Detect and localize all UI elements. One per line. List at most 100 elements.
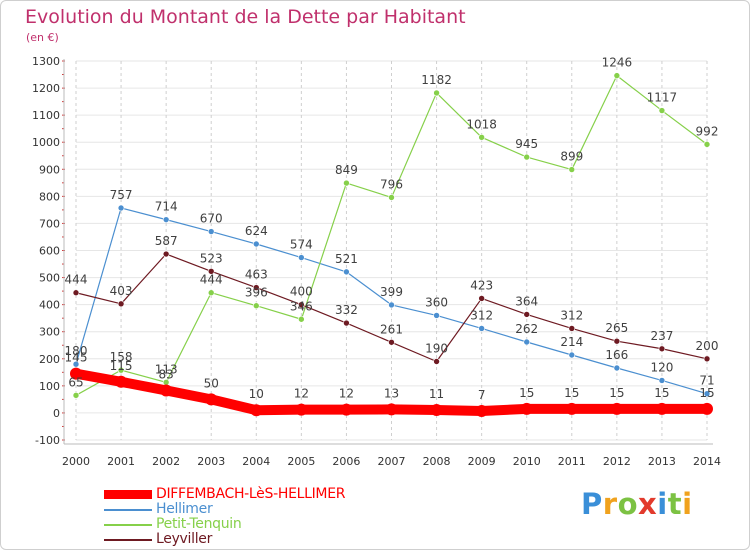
x-tick-label: 2002 (152, 455, 180, 468)
data-point (523, 153, 531, 161)
data-label: 399 (380, 285, 403, 299)
data-point (703, 141, 711, 148)
data-point (298, 301, 305, 308)
data-label: 190 (425, 341, 448, 355)
x-tick-label: 2014 (693, 455, 721, 468)
y-tick-label: 900 (39, 163, 60, 176)
data-point (565, 402, 578, 415)
legend-item: Leyviller (104, 531, 404, 548)
data-label: 624 (245, 224, 268, 238)
data-point (478, 295, 485, 302)
y-tick-label: 1000 (32, 136, 60, 149)
legend-label: Leyviller (156, 531, 213, 547)
data-point (658, 345, 666, 353)
x-tick-label: 2009 (468, 455, 496, 468)
data-point (610, 402, 623, 415)
data-label: 12 (294, 387, 309, 401)
data-point (343, 179, 350, 187)
data-point (252, 240, 260, 248)
data-point (658, 377, 666, 384)
brand-letter: o (617, 487, 639, 521)
data-point (388, 194, 395, 201)
data-label: 1182 (421, 73, 452, 87)
data-label: 945 (515, 137, 538, 151)
data-label: 574 (290, 238, 313, 252)
data-point (433, 89, 440, 97)
data-label: 757 (110, 188, 133, 202)
data-point (117, 300, 125, 308)
x-tick-label: 2008 (423, 455, 451, 468)
x-tick-label: 2007 (378, 455, 406, 468)
x-tick-label: 2000 (62, 455, 90, 468)
data-label: 15 (654, 386, 669, 400)
data-label: 15 (519, 386, 534, 400)
data-point (160, 384, 173, 397)
data-label: 521 (335, 252, 358, 266)
data-point (162, 250, 170, 258)
data-label: 214 (560, 335, 583, 349)
x-tick-label: 2005 (287, 455, 315, 468)
data-point (658, 107, 666, 114)
data-label: 7 (478, 388, 486, 402)
data-point (117, 366, 125, 374)
grid (75, 60, 708, 441)
x-tick-label: 2012 (603, 455, 631, 468)
data-point (72, 392, 80, 399)
legend: DIFFEMBACH-LèS-HELLIMER Hellimer Petit-Ten… (104, 486, 404, 548)
data-point (430, 403, 443, 416)
brand-letter: x (638, 487, 658, 521)
series-layer (70, 72, 713, 418)
data-label: 83 (159, 367, 174, 381)
data-point (613, 72, 621, 79)
data-label: 332 (335, 303, 358, 317)
data-point (115, 375, 128, 388)
data-point (252, 284, 260, 291)
y-tick-label: -100 (35, 434, 60, 447)
data-label: 670 (200, 212, 223, 226)
data-point (205, 393, 218, 406)
data-point (475, 405, 488, 418)
data-point (72, 289, 80, 297)
data-point (613, 337, 621, 345)
x-tick-label: 2001 (107, 455, 135, 468)
data-label: 12 (339, 387, 354, 401)
brand-letter: r (602, 487, 618, 521)
data-label: 200 (696, 339, 719, 353)
data-label: 423 (470, 278, 493, 292)
data-label: 1018 (466, 117, 497, 131)
legend-item: Hellimer (104, 501, 404, 518)
data-label: 166 (605, 348, 628, 362)
data-point (613, 364, 621, 372)
data-label: 1246 (602, 56, 633, 70)
y-tick-label: 800 (39, 190, 60, 203)
brand-letter: P (581, 487, 603, 521)
data-label: 113 (155, 362, 178, 376)
legend-swatch (104, 524, 152, 526)
axes: -100 0 100 200 300 400 500 600 700 800 900 1000 1100… (32, 55, 721, 468)
data-point (250, 404, 263, 417)
data-label: 145 (65, 351, 88, 365)
data-point (385, 403, 398, 416)
data-point (343, 268, 350, 276)
data-point (340, 403, 353, 416)
data-point (343, 319, 350, 327)
data-label: 899 (560, 150, 583, 164)
data-label: 15 (699, 386, 714, 400)
data-point (72, 360, 80, 368)
data-label: 523 (200, 251, 223, 265)
data-label: 463 (245, 268, 268, 282)
data-point (70, 367, 82, 380)
data-point (523, 311, 531, 318)
data-point (568, 166, 576, 173)
legend-swatch (104, 509, 152, 511)
data-label: 360 (425, 295, 448, 309)
legend-item: Petit-Tenquin (104, 516, 404, 533)
data-point (162, 216, 170, 223)
legend-label: DIFFEMBACH-LèS-HELLIMER (156, 486, 346, 502)
data-label: 10 (249, 387, 264, 401)
data-point (523, 338, 531, 346)
data-label: 796 (380, 177, 403, 191)
y-tick-label: 700 (39, 217, 60, 230)
data-point (433, 358, 440, 365)
